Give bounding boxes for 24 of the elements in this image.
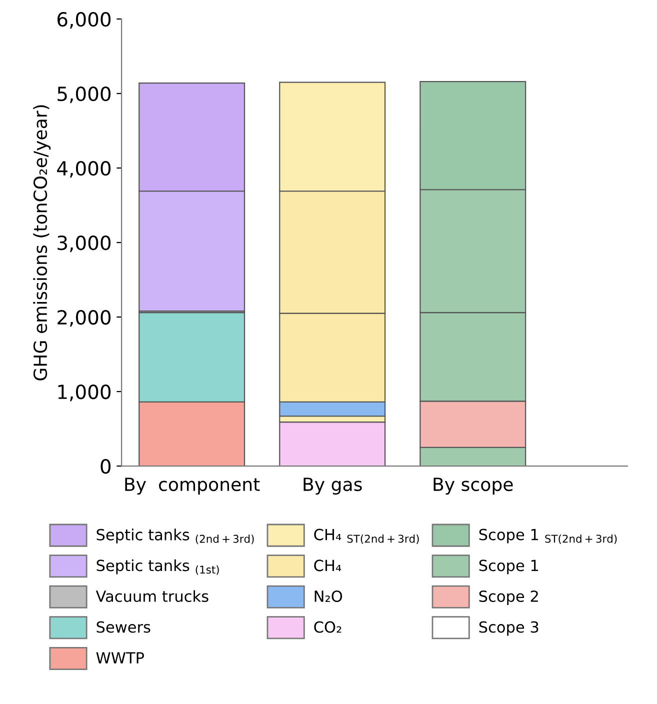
legend-label: CH₄ $_{ST(2nd+3rd)}$ — [314, 528, 419, 544]
legend-label: CH₄ — [314, 560, 342, 572]
legend-label: Scope 3 — [479, 621, 538, 636]
x-tick-label: By gas — [304, 478, 362, 495]
legend-label: Septic tanks $_{(2nd+3rd)}$ — [96, 528, 254, 544]
y-tick-label: 2,000 — [58, 310, 111, 327]
legend-label: Scope 1 — [479, 560, 538, 574]
y-tick-label: 1,000 — [58, 384, 111, 402]
legend-label: Scope 1 $_{ST(2nd+3rd)}$ — [479, 528, 617, 544]
x-tick-label: By component — [125, 478, 260, 495]
y-tick-label: 3,000 — [58, 235, 111, 252]
y-tick-label: 5,000 — [58, 86, 111, 104]
legend-label: CO₂ — [314, 621, 342, 633]
legend-label: WWTP — [96, 652, 144, 664]
y-tick-label: 0 — [100, 459, 111, 474]
legend-label: Vacuum trucks — [96, 590, 208, 602]
legend-label: Sewers — [96, 621, 150, 633]
legend-label: Scope 2 — [479, 590, 538, 605]
x-tick-label: By scope — [434, 478, 513, 495]
y-tick-label: 4,000 — [57, 160, 111, 178]
legend-label: N₂O — [314, 590, 342, 602]
y-axis-title: GHG emissions (tonCO₂e/year) — [33, 105, 51, 380]
legend-label: Septic tanks $_{(1st)}$ — [96, 559, 219, 575]
y-tick-label: 6,000 — [58, 12, 111, 29]
